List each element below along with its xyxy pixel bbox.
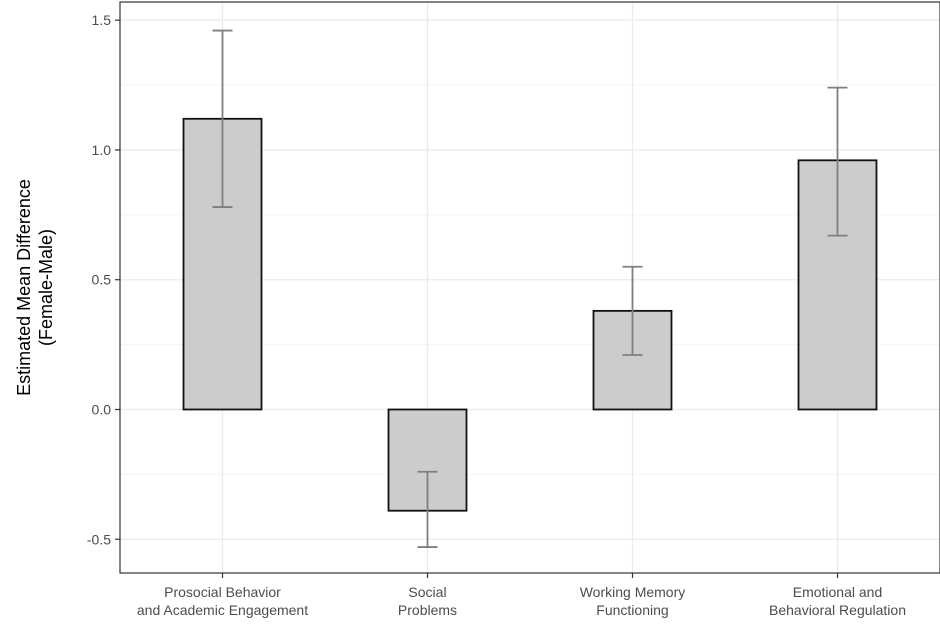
- x-tick-label: Emotional and Behavioral Regulation: [769, 584, 906, 618]
- y-tick-label: -0.5: [87, 531, 111, 547]
- y-axis-title-line: (Female-Male): [36, 229, 56, 346]
- error-bar: [417, 470, 438, 548]
- x-tick-label: Working Memory Functioning: [580, 584, 686, 618]
- x-tick-label-line: and Academic Engagement: [137, 602, 308, 618]
- y-tick-label: 1.5: [92, 12, 112, 28]
- x-axis: Prosocial Behavior and Academic Engagemen…: [137, 573, 906, 618]
- error-bars: [212, 29, 848, 548]
- x-tick-label: Social Problems: [398, 584, 457, 618]
- y-axis: -0.5 0.0 0.5 1.0 1.5: [87, 12, 120, 547]
- y-tick-label: 0.5: [92, 272, 112, 288]
- error-bar: [827, 86, 848, 237]
- error-bar: [212, 29, 233, 208]
- y-axis-title-line: Estimated Mean Difference: [14, 179, 34, 396]
- bars: [182, 117, 878, 512]
- x-tick-label-line: Social: [408, 584, 446, 600]
- y-axis-title: Estimated Mean Difference (Female-Male): [14, 179, 56, 396]
- error-bar: [622, 265, 643, 356]
- x-tick-label-line: Working Memory: [580, 584, 686, 600]
- x-tick-label-line: Behavioral Regulation: [769, 602, 906, 618]
- y-tick-label: 0.0: [92, 401, 112, 417]
- x-tick-label-line: Prosocial Behavior: [164, 584, 281, 600]
- x-tick-label: Prosocial Behavior and Academic Engagemen…: [137, 584, 308, 618]
- x-tick-label-line: Problems: [398, 602, 457, 618]
- x-tick-label-line: Functioning: [596, 602, 668, 618]
- y-tick-label: 1.0: [92, 142, 112, 158]
- x-tick-label-line: Emotional and: [793, 584, 883, 600]
- plot-panel-border: [119, 1, 940, 574]
